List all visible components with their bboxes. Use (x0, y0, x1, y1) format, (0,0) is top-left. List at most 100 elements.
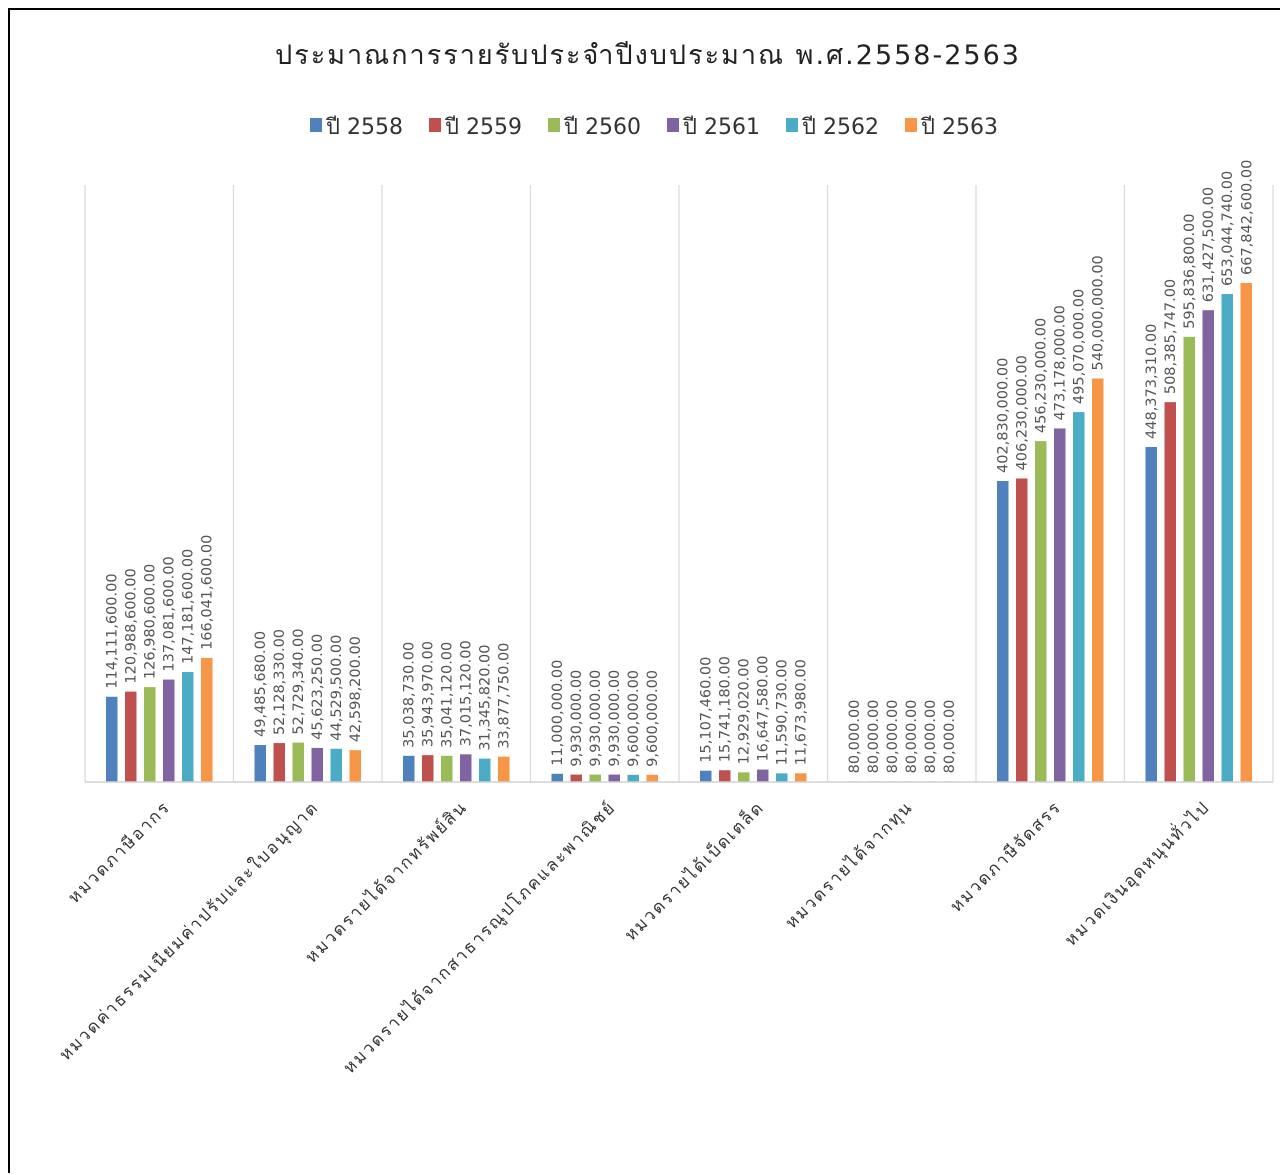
legend-label: ปี 2562 (801, 115, 879, 140)
bar (627, 774, 639, 782)
data-label: 42,598,200.00 (348, 636, 364, 742)
data-label: 52,729,340.00 (291, 629, 307, 735)
data-label: 80,000.00 (923, 700, 939, 774)
data-label: 52,128,330.00 (272, 629, 288, 735)
data-label: 11,000,000.00 (550, 660, 566, 766)
bar (1202, 310, 1214, 782)
bar (700, 770, 712, 782)
data-label: 114,111,600.00 (105, 573, 121, 688)
bar (646, 774, 658, 782)
legend-label: ปี 2560 (563, 115, 641, 140)
data-label: 49,485,680.00 (253, 631, 269, 737)
chart-frame (8, 8, 1280, 1173)
category-label: หมวดภาษีอากร (64, 797, 174, 907)
data-label: 11,590,730.00 (775, 659, 791, 765)
data-label: 667,842,600.00 (1239, 160, 1255, 275)
bar (589, 774, 601, 782)
bar (1145, 446, 1157, 782)
data-label: 540,000,000.00 (1091, 255, 1107, 370)
data-label: 33,877,750.00 (497, 643, 513, 749)
data-label: 9,600,000.00 (626, 670, 642, 767)
data-label: 653,044,740.00 (1220, 171, 1236, 286)
category-labels: หมวดภาษีอากรหมวดค่าธรรมเนียมค่าปรับและใบ… (55, 795, 1214, 1078)
category-label: หมวดรายได้จากทรัพย์สิน (301, 797, 472, 968)
data-label: 9,600,000.00 (645, 670, 661, 767)
bar (349, 750, 361, 782)
bars (106, 283, 1252, 782)
data-label: 35,943,970.00 (421, 641, 437, 747)
legend-swatch (786, 118, 798, 132)
bar (441, 755, 453, 782)
bar (1016, 478, 1028, 782)
data-label: 473,178,000.00 (1053, 305, 1069, 420)
bar (795, 773, 807, 782)
bar (551, 773, 563, 782)
bar (776, 773, 788, 782)
bar (498, 756, 510, 782)
data-label: 406,230,000.00 (1015, 355, 1031, 470)
data-label: 631,427,500.00 (1201, 187, 1217, 302)
bar (1035, 441, 1047, 782)
legend-label: ปี 2559 (444, 115, 522, 140)
data-label: 80,000.00 (885, 700, 901, 774)
bar (1092, 378, 1104, 782)
legend: ปี 2558 ปี 2559 ปี 2560 ปี 2561 ปี 2562 ปี 25… (310, 115, 998, 140)
data-label: 11,673,980.00 (794, 659, 810, 765)
data-label: 508,385,747.00 (1163, 279, 1179, 394)
data-label: 166,041,600.00 (200, 535, 216, 650)
data-label: 9,930,000.00 (569, 670, 585, 767)
bar (1073, 412, 1085, 782)
bar (1240, 283, 1252, 782)
data-label: 126,980,600.00 (143, 564, 159, 679)
data-label: 9,930,000.00 (588, 670, 604, 767)
legend-swatch (667, 118, 679, 132)
bar (608, 774, 620, 782)
data-label: 80,000.00 (847, 700, 863, 774)
bar (479, 758, 491, 782)
bar (330, 748, 342, 782)
bar (182, 672, 194, 782)
bar (163, 679, 175, 782)
bar (738, 772, 750, 782)
data-label: 595,836,800.00 (1182, 213, 1198, 328)
legend-swatch (548, 118, 560, 132)
bar (719, 770, 731, 782)
legend-swatch (429, 118, 441, 132)
chart-title: ประมาณการรายรับประจำปีงบประมาณ พ.ศ.2558-… (275, 40, 1021, 71)
category-label: หมวดรายได้เบ็ดเตล็ด (619, 796, 768, 945)
bar (997, 481, 1009, 782)
bar (570, 774, 582, 782)
bar (254, 745, 266, 782)
legend-label: ปี 2563 (920, 115, 998, 140)
data-label: 15,107,460.00 (699, 657, 715, 763)
data-label: 15,741,180.00 (718, 656, 734, 762)
bar (273, 743, 285, 782)
data-label: 35,041,120.00 (440, 642, 456, 748)
category-label: หมวดค่าธรรมเนียมค่าปรับและใบอนุญาต (55, 797, 323, 1065)
data-label: 120,988,600.00 (124, 568, 140, 683)
data-label: 9,930,000.00 (607, 670, 623, 767)
data-label: 495,070,000.00 (1072, 289, 1088, 404)
bar (1221, 294, 1233, 782)
data-label: 402,830,000.00 (996, 358, 1012, 473)
bar (1183, 336, 1195, 782)
category-label: หมวดเงินอุดหนุนทั่วไป (1059, 795, 1214, 950)
data-label: 456,230,000.00 (1034, 318, 1050, 433)
bar (125, 691, 137, 782)
legend-label: ปี 2561 (682, 115, 760, 140)
data-label: 80,000.00 (942, 700, 958, 774)
data-label: 12,929,020.00 (737, 658, 753, 764)
bar (144, 687, 156, 782)
bar (292, 742, 304, 782)
data-label: 31,345,820.00 (478, 644, 494, 750)
bar (422, 755, 434, 782)
bar (460, 754, 472, 782)
data-label: 448,373,310.00 (1144, 324, 1160, 439)
data-label: 35,038,730.00 (402, 642, 418, 748)
bar (1054, 428, 1066, 782)
bar (757, 769, 769, 782)
bar (311, 747, 323, 782)
data-label: 16,647,580.00 (756, 655, 772, 761)
data-label: 137,081,600.00 (162, 556, 178, 671)
